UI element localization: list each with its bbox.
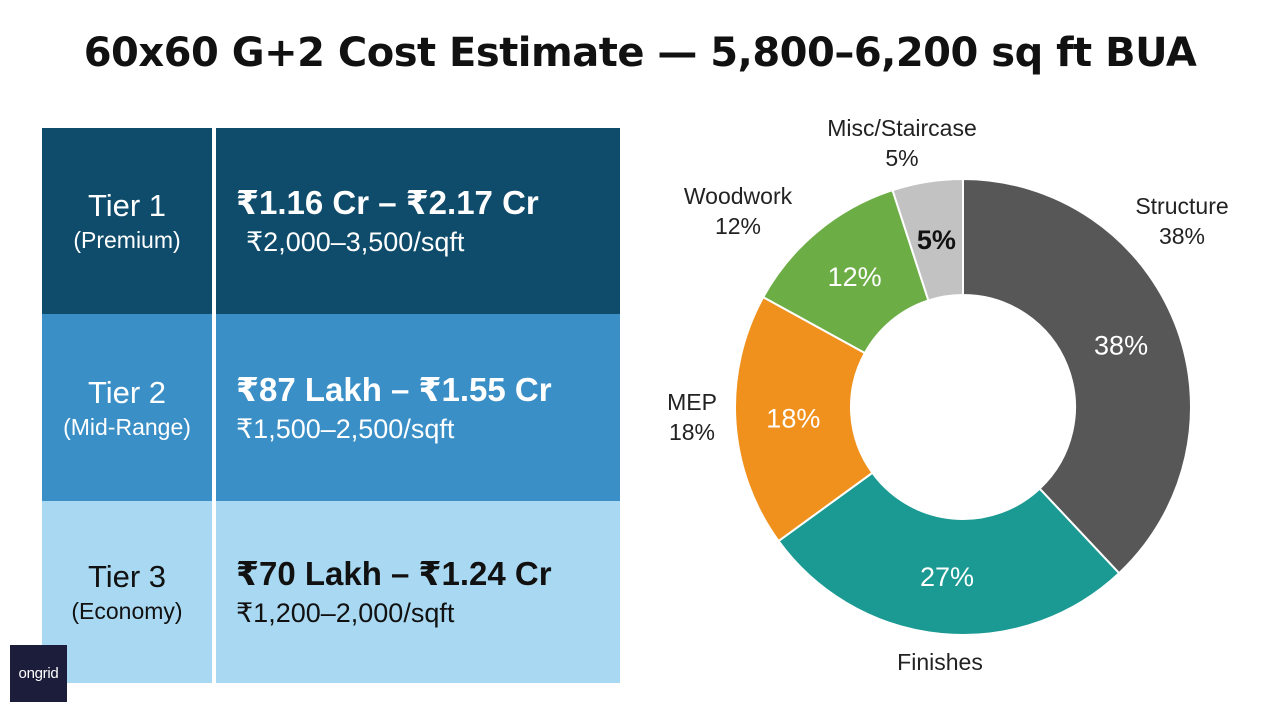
tier-1-range: ₹1.16 Cr – ₹2.17 Cr: [236, 184, 539, 221]
tier-1-rate: ₹2,000–3,500/sqft: [246, 227, 465, 257]
tier-3-range: ₹70 Lakh – ₹1.24 Cr: [236, 555, 552, 592]
slice-category-label: MEP 18%: [667, 389, 717, 445]
slice-category-label: Structure 38%: [1135, 193, 1228, 249]
tier-3-sub: (Economy): [71, 598, 183, 624]
tier-2-name: Tier 2: [87, 374, 167, 410]
slice-category-label: Misc/Staircase 5%: [827, 115, 977, 171]
slice-category-label: Finishes: [897, 649, 983, 675]
slice-finishes: [777, 471, 1121, 636]
tier-2-cost-cell: ₹87 Lakh – ₹1.55 Cr ₹1,500–2,500/sqft: [216, 314, 620, 501]
slice-value-label: 12%: [828, 262, 882, 292]
tier-2-sub: (Mid-Range): [63, 413, 191, 440]
slice-value-label: 38%: [1094, 330, 1148, 360]
slice-category-label: Woodwork 12%: [684, 183, 793, 239]
tier-2-rate: ₹1,500–2,500/sqft: [236, 413, 455, 444]
tier-row-1: Tier 1 (Premium) ₹1.16 Cr – ₹2.17 Cr ₹2,…: [42, 128, 620, 314]
tier-1-cost-cell: ₹1.16 Cr – ₹2.17 Cr ₹2,000–3,500/sqft: [216, 128, 620, 314]
slice-value-label: 18%: [766, 404, 820, 434]
slice-structure: [962, 177, 1192, 575]
slice-value-label: 5%: [917, 225, 956, 255]
tier-1-sub: (Premium): [73, 227, 181, 253]
tier-1-name: Tier 1: [87, 188, 167, 223]
tier-row-3: Tier 3 (Economy) ₹70 Lakh – ₹1.24 Cr ₹1,…: [42, 501, 620, 683]
tier-3-name: Tier 3: [87, 559, 167, 594]
tier-3-cost-cell: ₹70 Lakh – ₹1.24 Cr ₹1,200–2,000/sqft: [216, 501, 620, 683]
slice-mep: [734, 295, 874, 543]
tier-row-2: Tier 2 (Mid-Range) ₹87 Lakh – ₹1.55 Cr ₹…: [42, 314, 620, 501]
slice-value-label: 27%: [920, 562, 974, 592]
slice-misc-staircase: [891, 177, 964, 302]
ongrid-logo: ongrid: [10, 645, 67, 702]
cost-tier-table: Tier 1 (Premium) ₹1.16 Cr – ₹2.17 Cr ₹2,…: [42, 128, 620, 683]
cost-breakdown-donut-chart: 38% Structure 38% 27% Finishes 18% MEP 18% 12% Wo…: [667, 115, 1229, 675]
tier-1-name-cell: Tier 1 (Premium): [42, 128, 212, 314]
tier-3-rate: ₹1,200–2,000/sqft: [236, 598, 455, 628]
page-title: 60x60 G+2 Cost Estimate — 5,800–6,200 sq…: [83, 30, 1197, 76]
tier-3-name-cell: Tier 3 (Economy): [42, 501, 212, 683]
tier-2-range: ₹87 Lakh – ₹1.55 Cr: [236, 370, 552, 408]
tier-2-name-cell: Tier 2 (Mid-Range): [42, 314, 212, 501]
